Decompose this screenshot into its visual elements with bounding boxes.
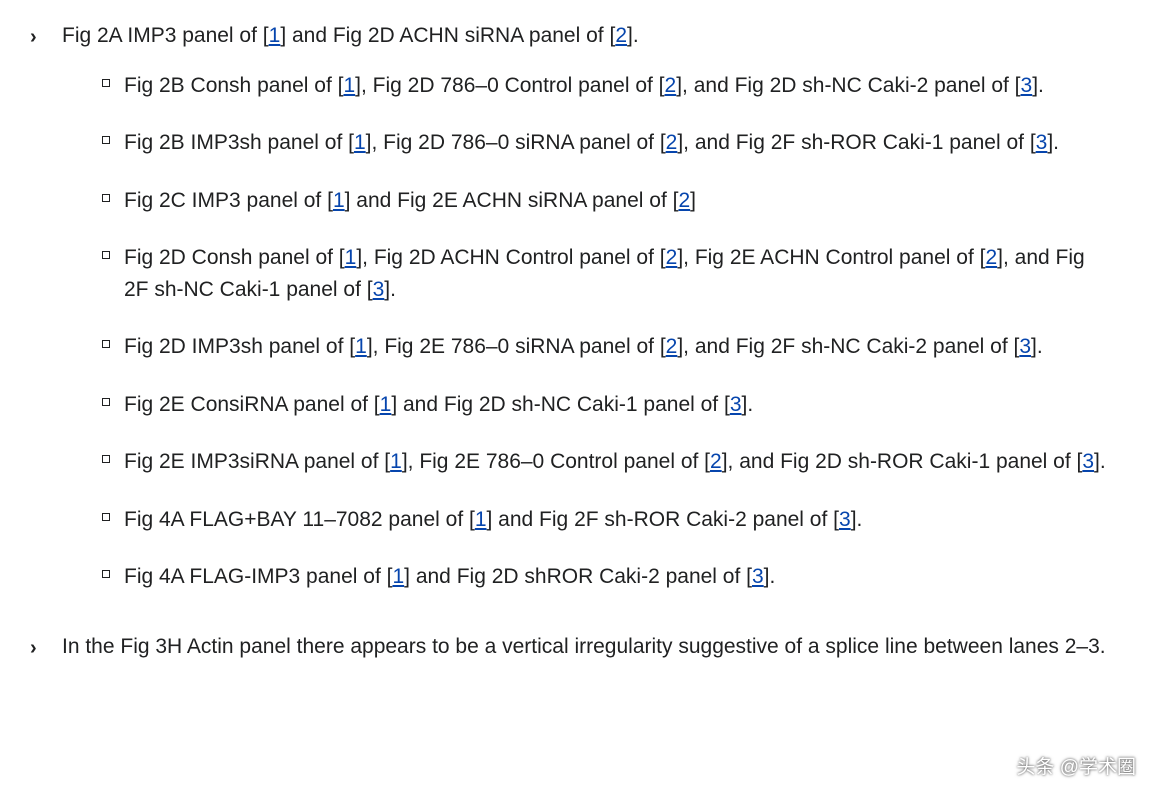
sub-list-item: Fig 2D Consh panel of [1], Fig 2D ACHN C… — [62, 242, 1106, 305]
reference-link[interactable]: 2 — [665, 74, 677, 97]
reference-link[interactable]: 1 — [354, 131, 366, 154]
reference-link[interactable]: 3 — [1021, 74, 1033, 97]
reference-link[interactable]: 1 — [269, 24, 281, 47]
reference-link[interactable]: 2 — [666, 131, 678, 154]
reference-link[interactable]: 3 — [1019, 335, 1031, 358]
reference-link[interactable]: 2 — [710, 450, 722, 473]
sub-item-text: Fig 2D Consh panel of [1], Fig 2D ACHN C… — [124, 242, 1106, 305]
reference-link[interactable]: 2 — [666, 246, 678, 269]
sub-list-item: Fig 2E ConsiRNA panel of [1] and Fig 2D … — [62, 389, 1106, 421]
sub-item-text: Fig 4A FLAG+BAY 11–7082 panel of [1] and… — [124, 504, 1106, 536]
top-item-text: Fig 2A IMP3 panel of [1] and Fig 2D ACHN… — [62, 20, 1106, 52]
document-list: › Fig 2A IMP3 panel of [1] and Fig 2D ACH… — [30, 20, 1106, 663]
sub-list-item: Fig 2D IMP3sh panel of [1], Fig 2E 786–0… — [62, 331, 1106, 363]
top-item-text: In the Fig 3H Actin panel there appears … — [62, 631, 1106, 663]
sub-list-item: Fig 2C IMP3 panel of [1] and Fig 2E ACHN… — [62, 185, 1106, 217]
reference-link[interactable]: 1 — [390, 450, 402, 473]
sub-list-item: Fig 2E IMP3siRNA panel of [1], Fig 2E 78… — [62, 446, 1106, 478]
reference-link[interactable]: 2 — [678, 189, 690, 212]
watermark-text: 头条 @学术圈 — [1016, 754, 1136, 783]
reference-link[interactable]: 1 — [343, 74, 355, 97]
sub-list-item: Fig 2B IMP3sh panel of [1], Fig 2D 786–0… — [62, 127, 1106, 159]
sub-item-text: Fig 4A FLAG-IMP3 panel of [1] and Fig 2D… — [124, 561, 1106, 593]
reference-link[interactable]: 3 — [373, 278, 385, 301]
reference-link[interactable]: 2 — [985, 246, 997, 269]
reference-link[interactable]: 1 — [345, 246, 357, 269]
reference-link[interactable]: 3 — [752, 565, 764, 588]
reference-link[interactable]: 2 — [615, 24, 627, 47]
reference-link[interactable]: 1 — [355, 335, 367, 358]
reference-link[interactable]: 1 — [392, 565, 404, 588]
reference-link[interactable]: 3 — [839, 508, 851, 531]
sub-item-text: Fig 2E ConsiRNA panel of [1] and Fig 2D … — [124, 389, 1106, 421]
square-bullet-icon — [102, 251, 110, 259]
reference-link[interactable]: 1 — [380, 393, 392, 416]
caret-icon: › — [30, 633, 44, 663]
reference-link[interactable]: 3 — [1082, 450, 1094, 473]
reference-link[interactable]: 2 — [666, 335, 678, 358]
top-list-item: › In the Fig 3H Actin panel there appears… — [30, 631, 1106, 663]
sub-list: Fig 2B Consh panel of [1], Fig 2D 786–0 … — [62, 70, 1106, 593]
reference-link[interactable]: 3 — [730, 393, 742, 416]
square-bullet-icon — [102, 194, 110, 202]
reference-link[interactable]: 3 — [1036, 131, 1048, 154]
square-bullet-icon — [102, 136, 110, 144]
sub-item-text: Fig 2C IMP3 panel of [1] and Fig 2E ACHN… — [124, 185, 1106, 217]
top-list-item: › Fig 2A IMP3 panel of [1] and Fig 2D ACH… — [30, 20, 1106, 619]
square-bullet-icon — [102, 398, 110, 406]
square-bullet-icon — [102, 513, 110, 521]
top-item-content: Fig 2A IMP3 panel of [1] and Fig 2D ACHN… — [62, 20, 1106, 619]
caret-icon: › — [30, 22, 44, 52]
square-bullet-icon — [102, 455, 110, 463]
sub-item-text: Fig 2B IMP3sh panel of [1], Fig 2D 786–0… — [124, 127, 1106, 159]
square-bullet-icon — [102, 340, 110, 348]
reference-link[interactable]: 1 — [333, 189, 345, 212]
top-item-content: In the Fig 3H Actin panel there appears … — [62, 631, 1106, 663]
sub-list-item: Fig 4A FLAG-IMP3 panel of [1] and Fig 2D… — [62, 561, 1106, 593]
sub-item-text: Fig 2E IMP3siRNA panel of [1], Fig 2E 78… — [124, 446, 1106, 478]
sub-item-text: Fig 2D IMP3sh panel of [1], Fig 2E 786–0… — [124, 331, 1106, 363]
reference-link[interactable]: 1 — [475, 508, 487, 531]
sub-list-item: Fig 2B Consh panel of [1], Fig 2D 786–0 … — [62, 70, 1106, 102]
square-bullet-icon — [102, 570, 110, 578]
square-bullet-icon — [102, 79, 110, 87]
sub-item-text: Fig 2B Consh panel of [1], Fig 2D 786–0 … — [124, 70, 1106, 102]
sub-list-item: Fig 4A FLAG+BAY 11–7082 panel of [1] and… — [62, 504, 1106, 536]
